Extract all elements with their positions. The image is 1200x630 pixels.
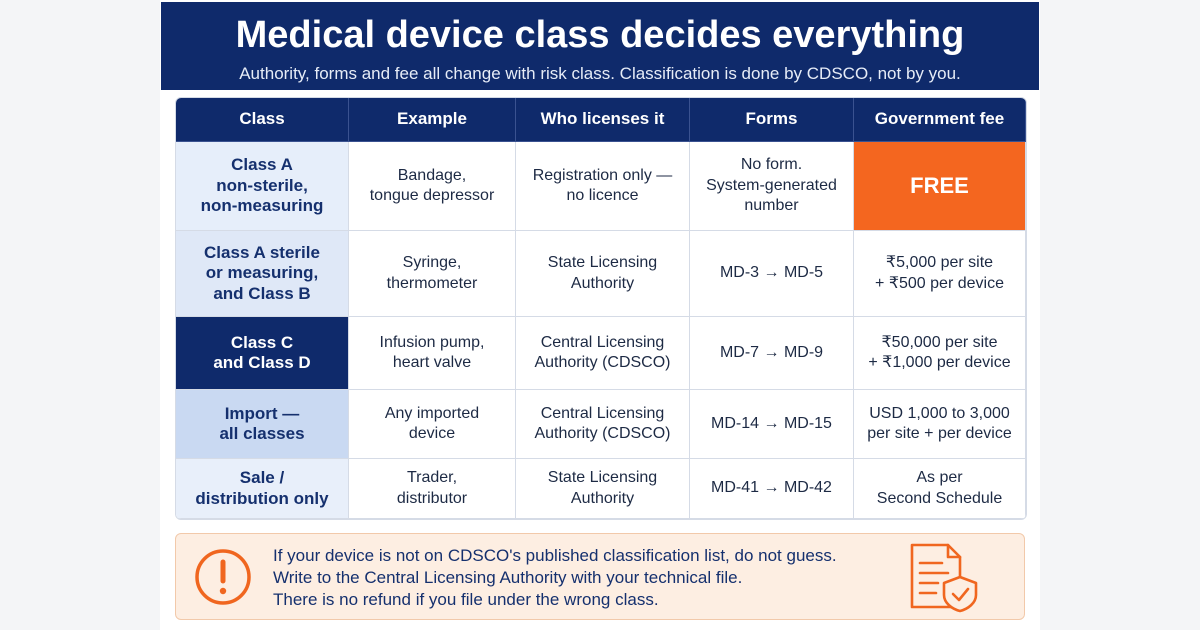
column-header: Example — [349, 98, 516, 142]
cell-line: No form. — [740, 156, 803, 174]
table-cell: Import — all classes — [176, 390, 349, 459]
cell-line: Trader, — [406, 469, 458, 486]
table-cell: Infusion pump, heart valve — [349, 317, 516, 390]
cell-line: thermometer — [386, 274, 478, 292]
table-cell: MD-7 → MD-9 — [690, 317, 854, 390]
header: Medical device class decides everything … — [161, 2, 1039, 90]
column-header: Government fee — [854, 98, 1026, 142]
cell-line: ₹50,000 per site — [881, 333, 998, 351]
cell-line: MD-7 → MD-9 — [719, 343, 824, 361]
notice-line: Write to the Central Licensing Authority… — [273, 568, 743, 587]
column-header: Class — [176, 98, 349, 142]
cell-line: MD-41 → MD-42 — [711, 479, 832, 497]
cell-line: Authority — [570, 274, 635, 292]
column-header: Who licenses it — [516, 98, 690, 142]
notice-line: If your device is not on CDSCO's publish… — [273, 546, 837, 565]
cell-line: + ₹1,000 per device — [868, 354, 1011, 371]
cell-line: MD-3 → MD-5 — [719, 264, 824, 282]
cell-line: device — [408, 425, 456, 442]
cell-line: Central Licensing — [540, 333, 665, 351]
table-cell: Any imported device — [349, 390, 516, 459]
table-cell: State Licensing Authority — [516, 231, 690, 317]
notice-line: There is no refund if you file under the… — [273, 590, 659, 609]
table-cell: MD-41 → MD-42 — [690, 459, 854, 519]
cell-line: and Class B — [213, 283, 311, 303]
cell-line: ₹5,000 per site — [885, 254, 994, 271]
table-cell: MD-3 → MD-5 — [690, 231, 854, 317]
cell-line: distribution only — [195, 488, 329, 508]
cell-line: Any imported — [384, 404, 480, 422]
title: Medical device class decides everything — [235, 14, 965, 56]
table-cell: ₹5,000 per site + ₹500 per device — [854, 231, 1026, 317]
cell-line: Registration only — — [532, 166, 673, 184]
table-cell: No form. System-generated number — [690, 142, 854, 231]
column-header: Forms — [690, 98, 854, 142]
cell-line: per site + per device — [867, 425, 1012, 442]
cell-line: and Class D — [213, 353, 311, 372]
table-cell: Trader, distributor — [349, 459, 516, 519]
table-cell: Central Licensing Authority (CDSCO) — [516, 390, 690, 459]
table-cell: Sale / distribution only — [176, 459, 349, 519]
cell-line: Second Schedule — [876, 489, 1003, 507]
cell-line: distributor — [396, 489, 468, 507]
cell-line: USD 1,000 to 3,000 — [869, 404, 1010, 422]
cell-line: Central Licensing — [540, 404, 665, 422]
table-cell: State Licensing Authority — [516, 459, 690, 519]
cell-line: non-sterile, — [216, 175, 308, 195]
cell-line: As per — [916, 469, 963, 486]
cell-line: + ₹500 per device — [875, 274, 1004, 292]
cell-line: Syringe, — [402, 254, 462, 271]
table-cell: USD 1,000 to 3,000 per site + per device — [854, 390, 1026, 459]
cell-line: State Licensing — [547, 469, 658, 486]
cell-line: FREE — [910, 172, 969, 198]
cell-line: non-measuring — [200, 196, 324, 216]
cell-line: System-generated — [706, 176, 837, 194]
cell-line: Import — — [224, 403, 300, 423]
table-cell: Syringe, thermometer — [349, 231, 516, 317]
cell-line: Bandage, — [397, 166, 467, 184]
cell-line: tongue depressor — [369, 187, 495, 204]
table: Class Example Who licenses it Forms Governme… — [175, 97, 1027, 520]
cell-line: Class A sterile — [204, 242, 320, 262]
table-cell: Bandage, tongue depressor — [349, 142, 516, 231]
document-shield-icon — [910, 543, 978, 613]
cell-line: Authority — [570, 489, 635, 507]
subtitle: Authority, forms and fee all change with… — [239, 64, 961, 83]
cell-line: or measuring, — [205, 263, 319, 283]
warning-icon — [195, 549, 251, 605]
cell-line: Infusion pump, — [379, 333, 485, 351]
cell-line: Class C — [230, 332, 294, 352]
cell-line: State Licensing — [547, 254, 658, 271]
notice: If your device is not on CDSCO's publish… — [175, 533, 1025, 620]
cell-line: Authority (CDSCO) — [534, 425, 671, 442]
cell-line: Authority (CDSCO) — [534, 354, 671, 371]
table-cell: Class A sterile or measuring, and Class B — [176, 231, 349, 317]
table-cell: MD-14 → MD-15 — [690, 390, 854, 459]
cell-line: no licence — [566, 187, 639, 204]
table-cell: Registration only — no licence — [516, 142, 690, 231]
table-cell: ₹50,000 per site + ₹1,000 per device — [854, 317, 1026, 390]
cell-line: number — [744, 197, 799, 215]
table-cell: Central Licensing Authority (CDSCO) — [516, 317, 690, 390]
table-cell: As per Second Schedule — [854, 459, 1026, 519]
cell-line: MD-14 → MD-15 — [711, 414, 832, 432]
table-cell: FREE — [854, 142, 1026, 231]
cell-line: all classes — [219, 424, 305, 443]
cell-line: heart valve — [392, 354, 472, 371]
cell-line: Sale / — [239, 468, 285, 487]
cell-line: Class A — [231, 155, 293, 175]
